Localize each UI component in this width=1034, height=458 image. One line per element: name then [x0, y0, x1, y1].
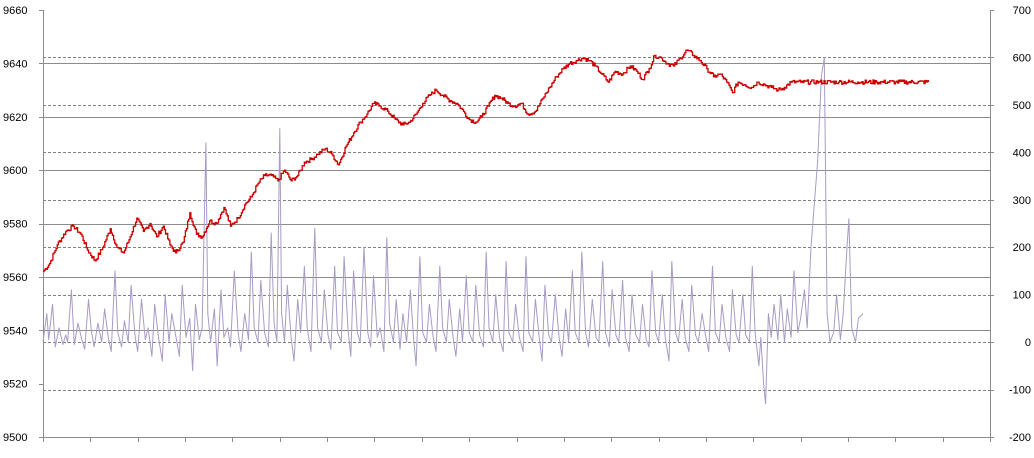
left-tick-label: 9640 — [3, 58, 27, 70]
right-tick-label: 200 — [1013, 242, 1031, 254]
left-tick-label: 9520 — [3, 379, 27, 391]
left-tick-label: 9620 — [3, 112, 27, 124]
right-tick-label: 700 — [1013, 5, 1031, 17]
right-tick-label: -100 — [1009, 385, 1031, 397]
right-tick-label: 500 — [1013, 100, 1031, 112]
right-tick-label: 400 — [1013, 147, 1031, 159]
left-tick-label: 9540 — [3, 325, 27, 337]
right-tick-label: 100 — [1013, 290, 1031, 302]
left-tick-label: 9600 — [3, 165, 27, 177]
right-tick-label: 0 — [1025, 337, 1031, 349]
left-tick-label: 9500 — [3, 432, 27, 444]
left-tick-label: 9560 — [3, 272, 27, 284]
right-tick-label: 600 — [1013, 52, 1031, 64]
indicator-series-line — [42, 56, 864, 405]
price-series-line — [43, 49, 930, 273]
right-tick-label: 300 — [1013, 195, 1031, 207]
right-tick-label: -200 — [1009, 432, 1031, 444]
left-tick-label: 9580 — [3, 219, 27, 231]
left-tick-label: 9660 — [3, 5, 27, 17]
